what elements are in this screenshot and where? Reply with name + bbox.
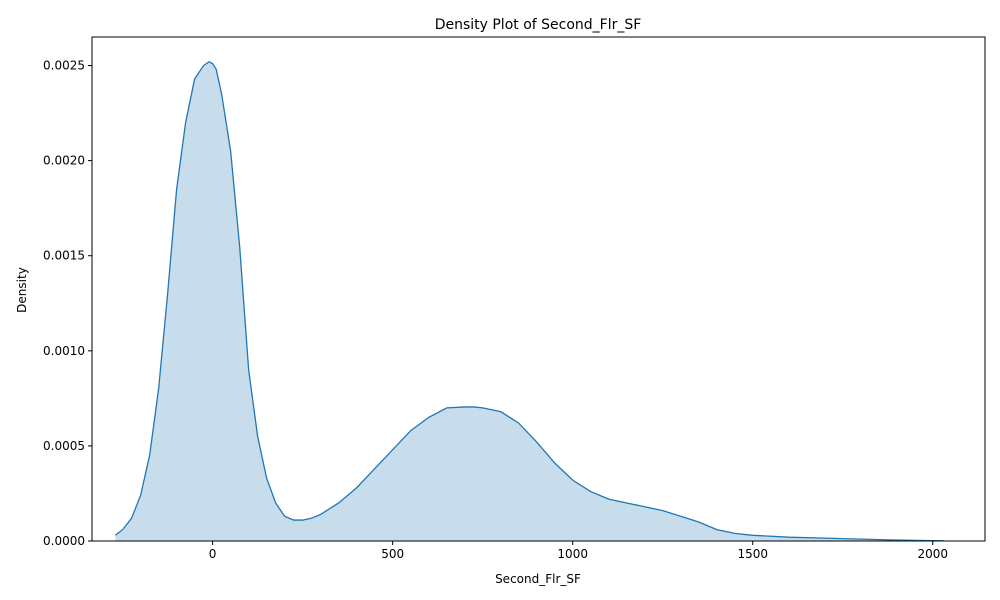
y-tick-label: 0.0005: [43, 439, 85, 453]
x-axis-label: Second_Flr_SF: [495, 572, 581, 586]
x-tick-label: 2000: [918, 547, 949, 561]
x-tick-label: 1500: [737, 547, 768, 561]
y-tick-label: 0.0025: [43, 59, 85, 73]
x-tick-label: 1000: [557, 547, 588, 561]
x-tick-label: 0: [209, 547, 217, 561]
x-tick-label: 500: [381, 547, 404, 561]
plot-area: [91, 36, 986, 542]
y-tick-label: 0.0000: [43, 534, 85, 548]
chart-title: Density Plot of Second_Flr_SF: [435, 17, 642, 33]
x-axis: 0 500 1000 1500 2000: [209, 541, 948, 561]
y-tick-label: 0.0015: [43, 249, 85, 263]
y-tick-label: 0.0010: [43, 344, 85, 358]
y-tick-label: 0.0020: [43, 154, 85, 168]
y-axis-label: Density: [15, 267, 29, 313]
plot-frame: [91, 36, 986, 542]
density-curve: [115, 60, 944, 542]
y-axis: 0.0000 0.0005 0.0010 0.0015 0.0020 0.0025: [43, 59, 92, 548]
density-fill: [115, 61, 944, 541]
